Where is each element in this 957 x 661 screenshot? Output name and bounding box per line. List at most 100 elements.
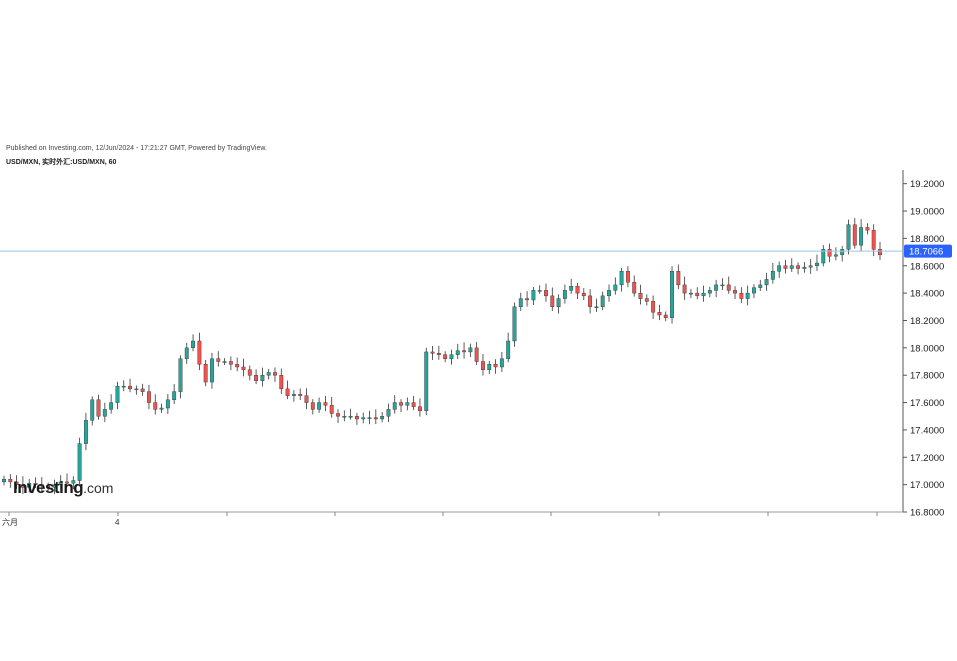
price-tick-label: 18.0000 [910, 343, 944, 354]
chart-title: USD/MXN, 实时外汇:USD/MXN, 60 [6, 159, 117, 166]
candle-body [449, 354, 454, 359]
candle-body [159, 407, 164, 410]
logo-brand: Investing [13, 478, 84, 497]
candle-body [115, 385, 120, 403]
candle-body [657, 312, 662, 316]
candle-body [815, 262, 819, 266]
candle-body [783, 265, 788, 269]
price-tick-label: 16.8000 [910, 508, 944, 519]
price-tick-label: 17.2000 [910, 453, 944, 464]
candle-body [644, 298, 649, 302]
candle-body [455, 350, 460, 355]
last-price-tag: 18.7066 [904, 244, 952, 258]
candle-body [487, 364, 492, 370]
candle-body [701, 292, 706, 297]
candle-body [102, 409, 107, 417]
candle-body [764, 279, 769, 286]
candles-layer [2, 218, 882, 495]
candle-body [833, 254, 838, 257]
candle-body [745, 292, 750, 299]
candle-body [556, 298, 561, 308]
candle-body [468, 347, 473, 353]
price-tick-label: 17.4000 [910, 425, 944, 436]
candle-body [852, 224, 857, 246]
candle-body [846, 224, 851, 250]
price-tick-label: 18.6000 [910, 261, 944, 272]
candle-body [96, 399, 101, 417]
candle-body [46, 485, 51, 488]
candle-body [65, 481, 69, 484]
candle-body [758, 284, 763, 288]
candle-body [216, 358, 221, 362]
candle-body [537, 290, 542, 292]
candle-body [348, 416, 353, 418]
candle-body [342, 416, 347, 418]
candle-body [77, 443, 82, 481]
candle-body [802, 266, 807, 269]
candle-body [20, 484, 25, 488]
candle-body [462, 350, 466, 353]
time-axis: 六月 4 [2, 512, 878, 527]
candle-body [386, 409, 391, 417]
candle-body [90, 399, 95, 421]
candle-body [733, 290, 737, 294]
candle-body [632, 281, 637, 294]
candle-body [418, 406, 422, 411]
candle-body [52, 484, 57, 488]
candle-body [474, 347, 479, 362]
price-tick-label: 18.8000 [910, 234, 944, 245]
price-tick-label: 18.4000 [910, 289, 944, 300]
candle-body [544, 290, 548, 297]
candle-body [247, 369, 252, 376]
candle-body [273, 372, 277, 376]
candle-body [260, 375, 265, 381]
candle-body [714, 284, 719, 291]
candle-body [789, 265, 794, 269]
candle-body [178, 358, 183, 392]
candle-body [499, 358, 504, 368]
price-tick-label: 19.2000 [910, 179, 944, 190]
candle-body [707, 290, 712, 294]
candle-body [613, 284, 618, 291]
candle-body [840, 249, 845, 256]
candle-body [392, 402, 397, 410]
candle-body [625, 271, 630, 283]
candle-body [147, 391, 151, 403]
candle-body [777, 265, 782, 272]
price-tick-label: 17.0000 [910, 480, 944, 491]
candle-body [27, 483, 32, 488]
candle-body [424, 351, 429, 411]
candle-body [670, 271, 674, 318]
candle-body [808, 265, 813, 268]
candle-body [380, 416, 385, 420]
time-label-4: 4 [115, 518, 120, 527]
candle-body [796, 265, 801, 269]
candle-body [285, 388, 290, 396]
candle-body [752, 287, 756, 294]
candle-body [443, 354, 448, 359]
candle-body [241, 366, 246, 370]
candle-body [279, 375, 284, 390]
price-tick-label: 17.6000 [910, 398, 944, 409]
candle-body [821, 249, 826, 264]
candle-body [134, 388, 139, 391]
candle-body [83, 420, 88, 444]
candle-body [619, 271, 624, 286]
candle-body [2, 478, 6, 483]
candle-body [720, 284, 725, 287]
candle-body [575, 286, 580, 294]
candle-body [430, 351, 435, 354]
candle-body [39, 484, 44, 487]
candle-body [506, 340, 511, 359]
last-price-tag-bg [904, 244, 952, 258]
candle-body [726, 284, 731, 291]
candle-body [323, 402, 328, 406]
candle-body [109, 402, 114, 410]
candle-body [153, 402, 158, 410]
candle-body [8, 478, 13, 483]
candle-body [512, 306, 517, 342]
candle-body [361, 417, 366, 420]
investing-logo: Investing.com [13, 478, 113, 498]
candle-body [481, 361, 485, 370]
